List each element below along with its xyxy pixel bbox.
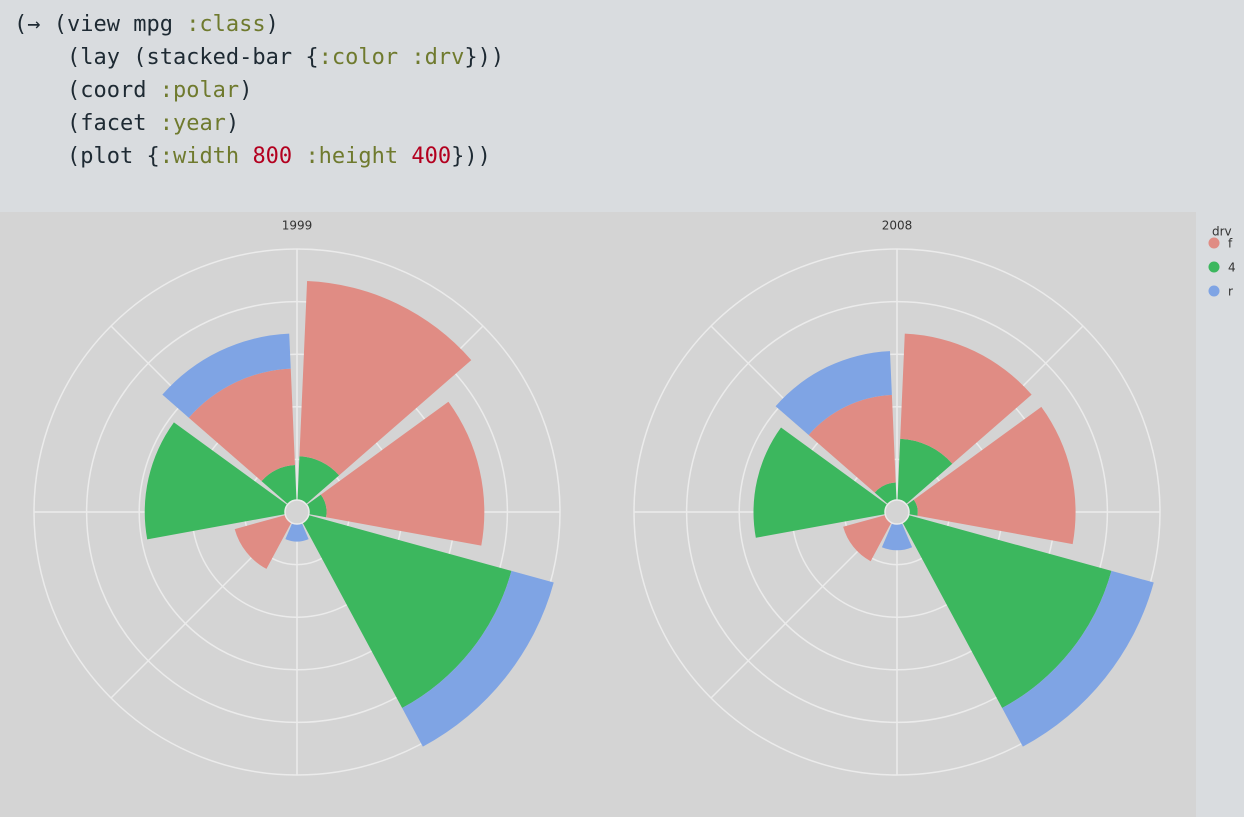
bar-segment <box>808 394 896 493</box>
bar-segment <box>306 494 327 518</box>
legend-title: drv <box>1212 225 1232 239</box>
bar-segment <box>402 570 554 747</box>
legend-swatch <box>1208 285 1220 297</box>
facet-title: 1999 <box>282 219 313 233</box>
bar-segment <box>234 515 292 569</box>
bar-segment <box>261 464 297 505</box>
center-hole <box>284 499 310 525</box>
facet-title: 2008 <box>882 219 913 233</box>
code-token: (→ (view mpg <box>14 12 187 37</box>
code-line: (facet :year) <box>14 107 504 140</box>
code-block: (→ (view mpg :class) (lay (stacked-bar {… <box>14 8 504 173</box>
legend-swatch <box>1208 261 1220 273</box>
code-line: (→ (view mpg :class) <box>14 8 504 41</box>
bar-segment <box>1002 570 1154 747</box>
legend-swatch <box>1208 237 1220 249</box>
code-token: 400 <box>411 144 452 169</box>
bar-segment <box>881 523 913 551</box>
bar-segment <box>162 333 291 418</box>
bar-segment <box>843 515 892 562</box>
code-token: :width <box>159 144 240 169</box>
code-token: (facet <box>14 111 160 136</box>
bar-segment <box>900 333 1032 464</box>
bar-segment <box>320 401 485 546</box>
code-token: 800 <box>252 144 293 169</box>
code-token: :drv <box>411 45 465 70</box>
code-token: ) <box>239 78 253 103</box>
code-token: (plot { <box>14 144 160 169</box>
grid-ring <box>685 300 1109 724</box>
code-token: })) <box>464 45 505 70</box>
bar-segment <box>913 406 1076 545</box>
bar-segment <box>902 515 1112 708</box>
code-token: :color <box>318 45 399 70</box>
bar-segment <box>188 368 295 482</box>
code-token: :height <box>305 144 399 169</box>
code-token: :year <box>159 111 226 136</box>
code-line: (lay (stacked-bar {:color :drv})) <box>14 41 504 74</box>
bar-segment <box>297 456 340 505</box>
legend-label: f <box>1228 237 1233 251</box>
bar-segment <box>144 422 288 540</box>
code-token: ) <box>225 111 240 136</box>
code-token: ) <box>265 12 279 37</box>
code-token: :polar <box>159 78 240 103</box>
bar-segment <box>302 515 512 708</box>
bar-segment <box>299 281 472 476</box>
legend-label: r <box>1228 285 1233 299</box>
bar-segment <box>753 427 888 538</box>
code-token: :class <box>186 12 266 37</box>
code-token: (lay (stacked-bar { <box>14 45 319 70</box>
code-token: })) <box>451 144 491 169</box>
grid-ring <box>33 248 561 776</box>
code-token: (coord <box>14 78 160 103</box>
bar-segment <box>897 438 953 505</box>
bar-segment <box>285 523 309 542</box>
bar-segment <box>874 482 897 505</box>
legend-label: 4 <box>1228 261 1236 275</box>
code-line: (plot {:width 800 :height 400})) <box>14 140 504 173</box>
bar-segment <box>775 351 892 435</box>
grid-ring <box>633 248 1161 776</box>
grid-ring <box>85 300 509 724</box>
code-line: (coord :polar) <box>14 74 504 107</box>
center-hole <box>884 499 910 525</box>
